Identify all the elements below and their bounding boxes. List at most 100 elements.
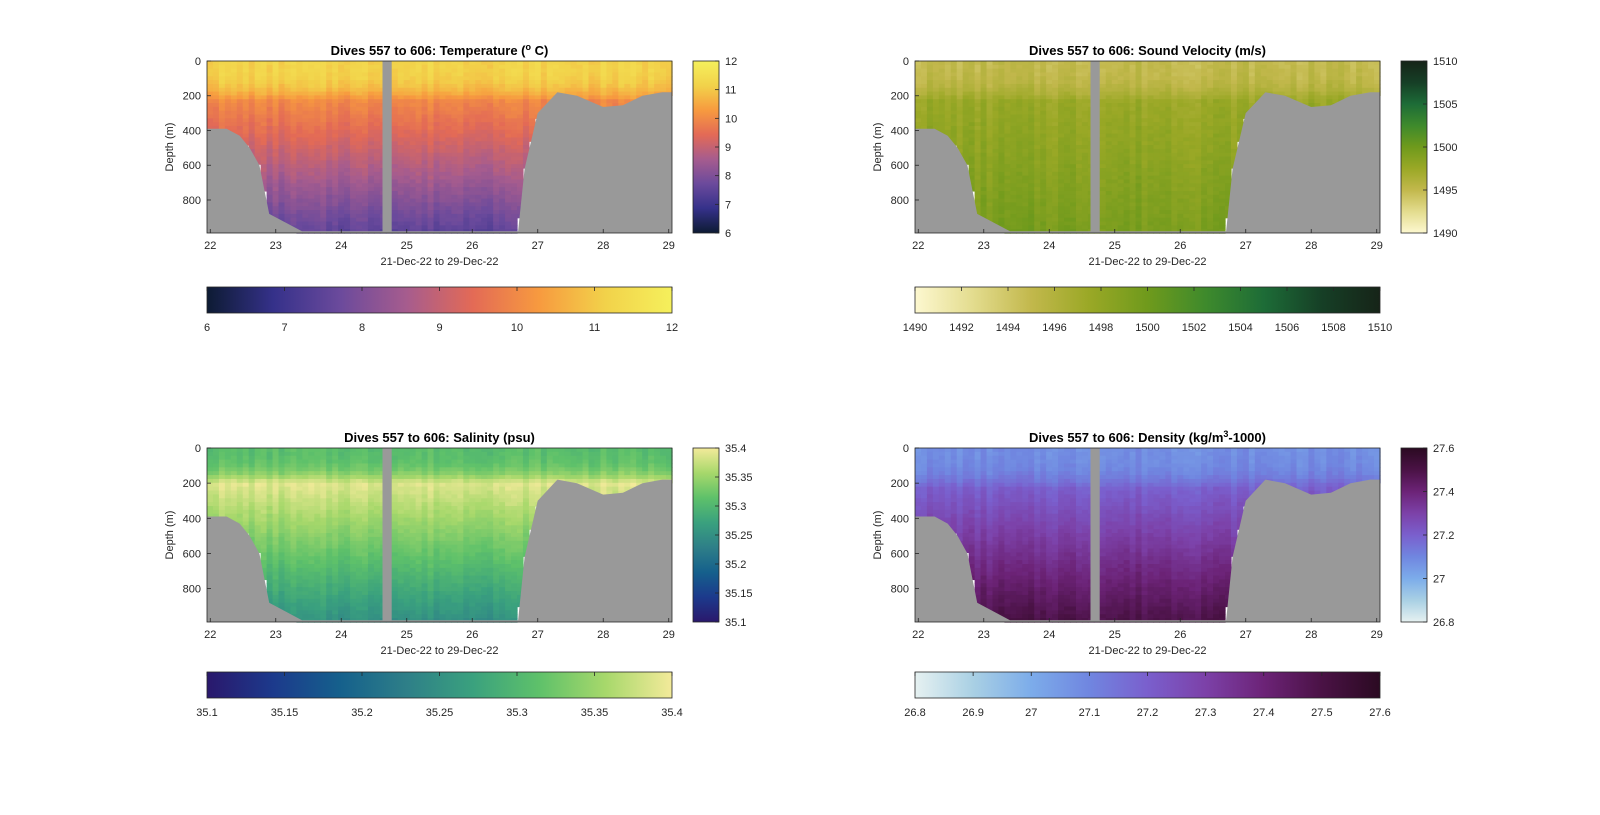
heatmap-cell bbox=[320, 145, 327, 150]
heatmap-cell bbox=[457, 64, 464, 70]
heatmap-cell bbox=[457, 210, 464, 215]
heatmap-cell bbox=[1248, 99, 1256, 104]
heatmap-cell bbox=[1141, 206, 1149, 211]
heatmap-cell bbox=[986, 156, 994, 161]
heatmap-cell bbox=[487, 168, 494, 173]
heatmap-cell bbox=[403, 225, 411, 230]
heatmap-cell bbox=[517, 171, 524, 177]
heatmap-cell bbox=[624, 87, 631, 93]
heatmap-cell bbox=[1099, 99, 1107, 104]
heatmap-cell bbox=[278, 114, 286, 119]
heatmap-cell bbox=[570, 72, 578, 77]
heatmap-cell bbox=[962, 152, 970, 158]
heatmap-cell bbox=[624, 95, 631, 100]
heatmap-cell bbox=[1070, 95, 1077, 100]
heatmap-cell bbox=[980, 110, 988, 116]
heatmap-cell bbox=[254, 129, 262, 135]
heatmap-cell bbox=[314, 148, 321, 154]
heatmap-cell bbox=[558, 83, 566, 89]
heatmap-cell bbox=[522, 64, 530, 70]
heatmap-cell bbox=[915, 114, 922, 119]
heatmap-cell bbox=[248, 114, 256, 119]
heatmap-cell bbox=[968, 95, 976, 100]
heatmap-cell bbox=[230, 64, 238, 70]
heatmap-cell bbox=[1153, 133, 1161, 139]
heatmap-cell bbox=[397, 91, 405, 96]
heatmap-cell bbox=[1129, 137, 1137, 142]
heatmap-cell bbox=[968, 106, 976, 112]
heatmap-cell bbox=[481, 156, 488, 161]
heatmap-cell bbox=[302, 137, 309, 142]
heatmap-cell bbox=[582, 83, 590, 89]
heatmap-cell bbox=[1219, 106, 1226, 112]
heatmap-cell bbox=[1117, 125, 1125, 131]
heatmap-cell bbox=[344, 164, 351, 169]
panel-title-superscript: o bbox=[526, 42, 532, 52]
heatmap-cell bbox=[421, 168, 429, 173]
heatmap-cell bbox=[1075, 190, 1083, 196]
heatmap-cell bbox=[1165, 137, 1172, 142]
heatmap-cell bbox=[421, 152, 429, 158]
heatmap-cell bbox=[956, 64, 964, 70]
heatmap-cell bbox=[1046, 122, 1053, 127]
heatmap-cell bbox=[1028, 217, 1035, 223]
heatmap-cell bbox=[1081, 152, 1089, 158]
heatmap-cell bbox=[980, 87, 988, 93]
heatmap-cell bbox=[926, 106, 934, 112]
heatmap-cell bbox=[1046, 221, 1053, 226]
heatmap-cell bbox=[1225, 145, 1232, 150]
heatmap-cell bbox=[1040, 156, 1047, 161]
heatmap-cell bbox=[511, 83, 518, 89]
x-tick-label: 22 bbox=[204, 240, 216, 252]
heatmap-cell bbox=[1064, 168, 1071, 173]
heatmap-cell bbox=[992, 91, 1000, 96]
heatmap-cell bbox=[475, 80, 482, 85]
heatmap-cell bbox=[1302, 87, 1310, 93]
heatmap-cell bbox=[254, 118, 262, 123]
heatmap-cell bbox=[932, 118, 940, 123]
heatmap-cell bbox=[445, 68, 453, 74]
heatmap-cell bbox=[986, 187, 994, 192]
heatmap-cell bbox=[1159, 141, 1166, 146]
heatmap-cell bbox=[1183, 110, 1190, 116]
heatmap-cell bbox=[1123, 137, 1131, 142]
heatmap-cell bbox=[517, 190, 524, 196]
heatmap-cell bbox=[1034, 183, 1041, 188]
heatmap-cell bbox=[1129, 175, 1137, 181]
heatmap-cell bbox=[224, 122, 232, 127]
heatmap-cell bbox=[522, 156, 530, 161]
heatmap-cell bbox=[362, 137, 369, 142]
heatmap-cell bbox=[1248, 91, 1256, 96]
heatmap-cell bbox=[433, 125, 441, 131]
heatmap-cell bbox=[1302, 64, 1310, 70]
heatmap-cell bbox=[505, 68, 512, 74]
heatmap-cell bbox=[1219, 137, 1226, 142]
heatmap-cell bbox=[314, 99, 321, 104]
heatmap-cell bbox=[956, 118, 964, 123]
heatmap-cell bbox=[475, 129, 482, 135]
heatmap-cell bbox=[373, 61, 381, 66]
heatmap-cell bbox=[1105, 168, 1113, 173]
heatmap-cell bbox=[1105, 76, 1113, 81]
heatmap-cell bbox=[445, 99, 453, 104]
heatmap-cell bbox=[290, 76, 298, 81]
heatmap-cell bbox=[314, 160, 321, 165]
heatmap-cell bbox=[272, 171, 280, 177]
heatmap-cell bbox=[320, 83, 327, 89]
heatmap-cell bbox=[433, 160, 441, 165]
heatmap-cell bbox=[278, 91, 286, 96]
heatmap-cell bbox=[1254, 95, 1262, 100]
heatmap-cell bbox=[266, 168, 274, 173]
heatmap-cell bbox=[1117, 129, 1125, 135]
heatmap-cell bbox=[998, 164, 1006, 169]
heatmap-cell bbox=[284, 183, 292, 188]
heatmap-cell bbox=[974, 141, 982, 146]
heatmap-cell bbox=[332, 133, 339, 139]
heatmap-cell bbox=[457, 122, 464, 127]
heatmap-cell bbox=[1302, 76, 1310, 81]
heatmap-cell bbox=[1105, 125, 1113, 131]
heatmap-cell bbox=[1254, 91, 1262, 96]
heatmap-cell bbox=[499, 145, 506, 150]
heatmap-cell bbox=[433, 164, 441, 169]
data-gap bbox=[382, 61, 392, 233]
